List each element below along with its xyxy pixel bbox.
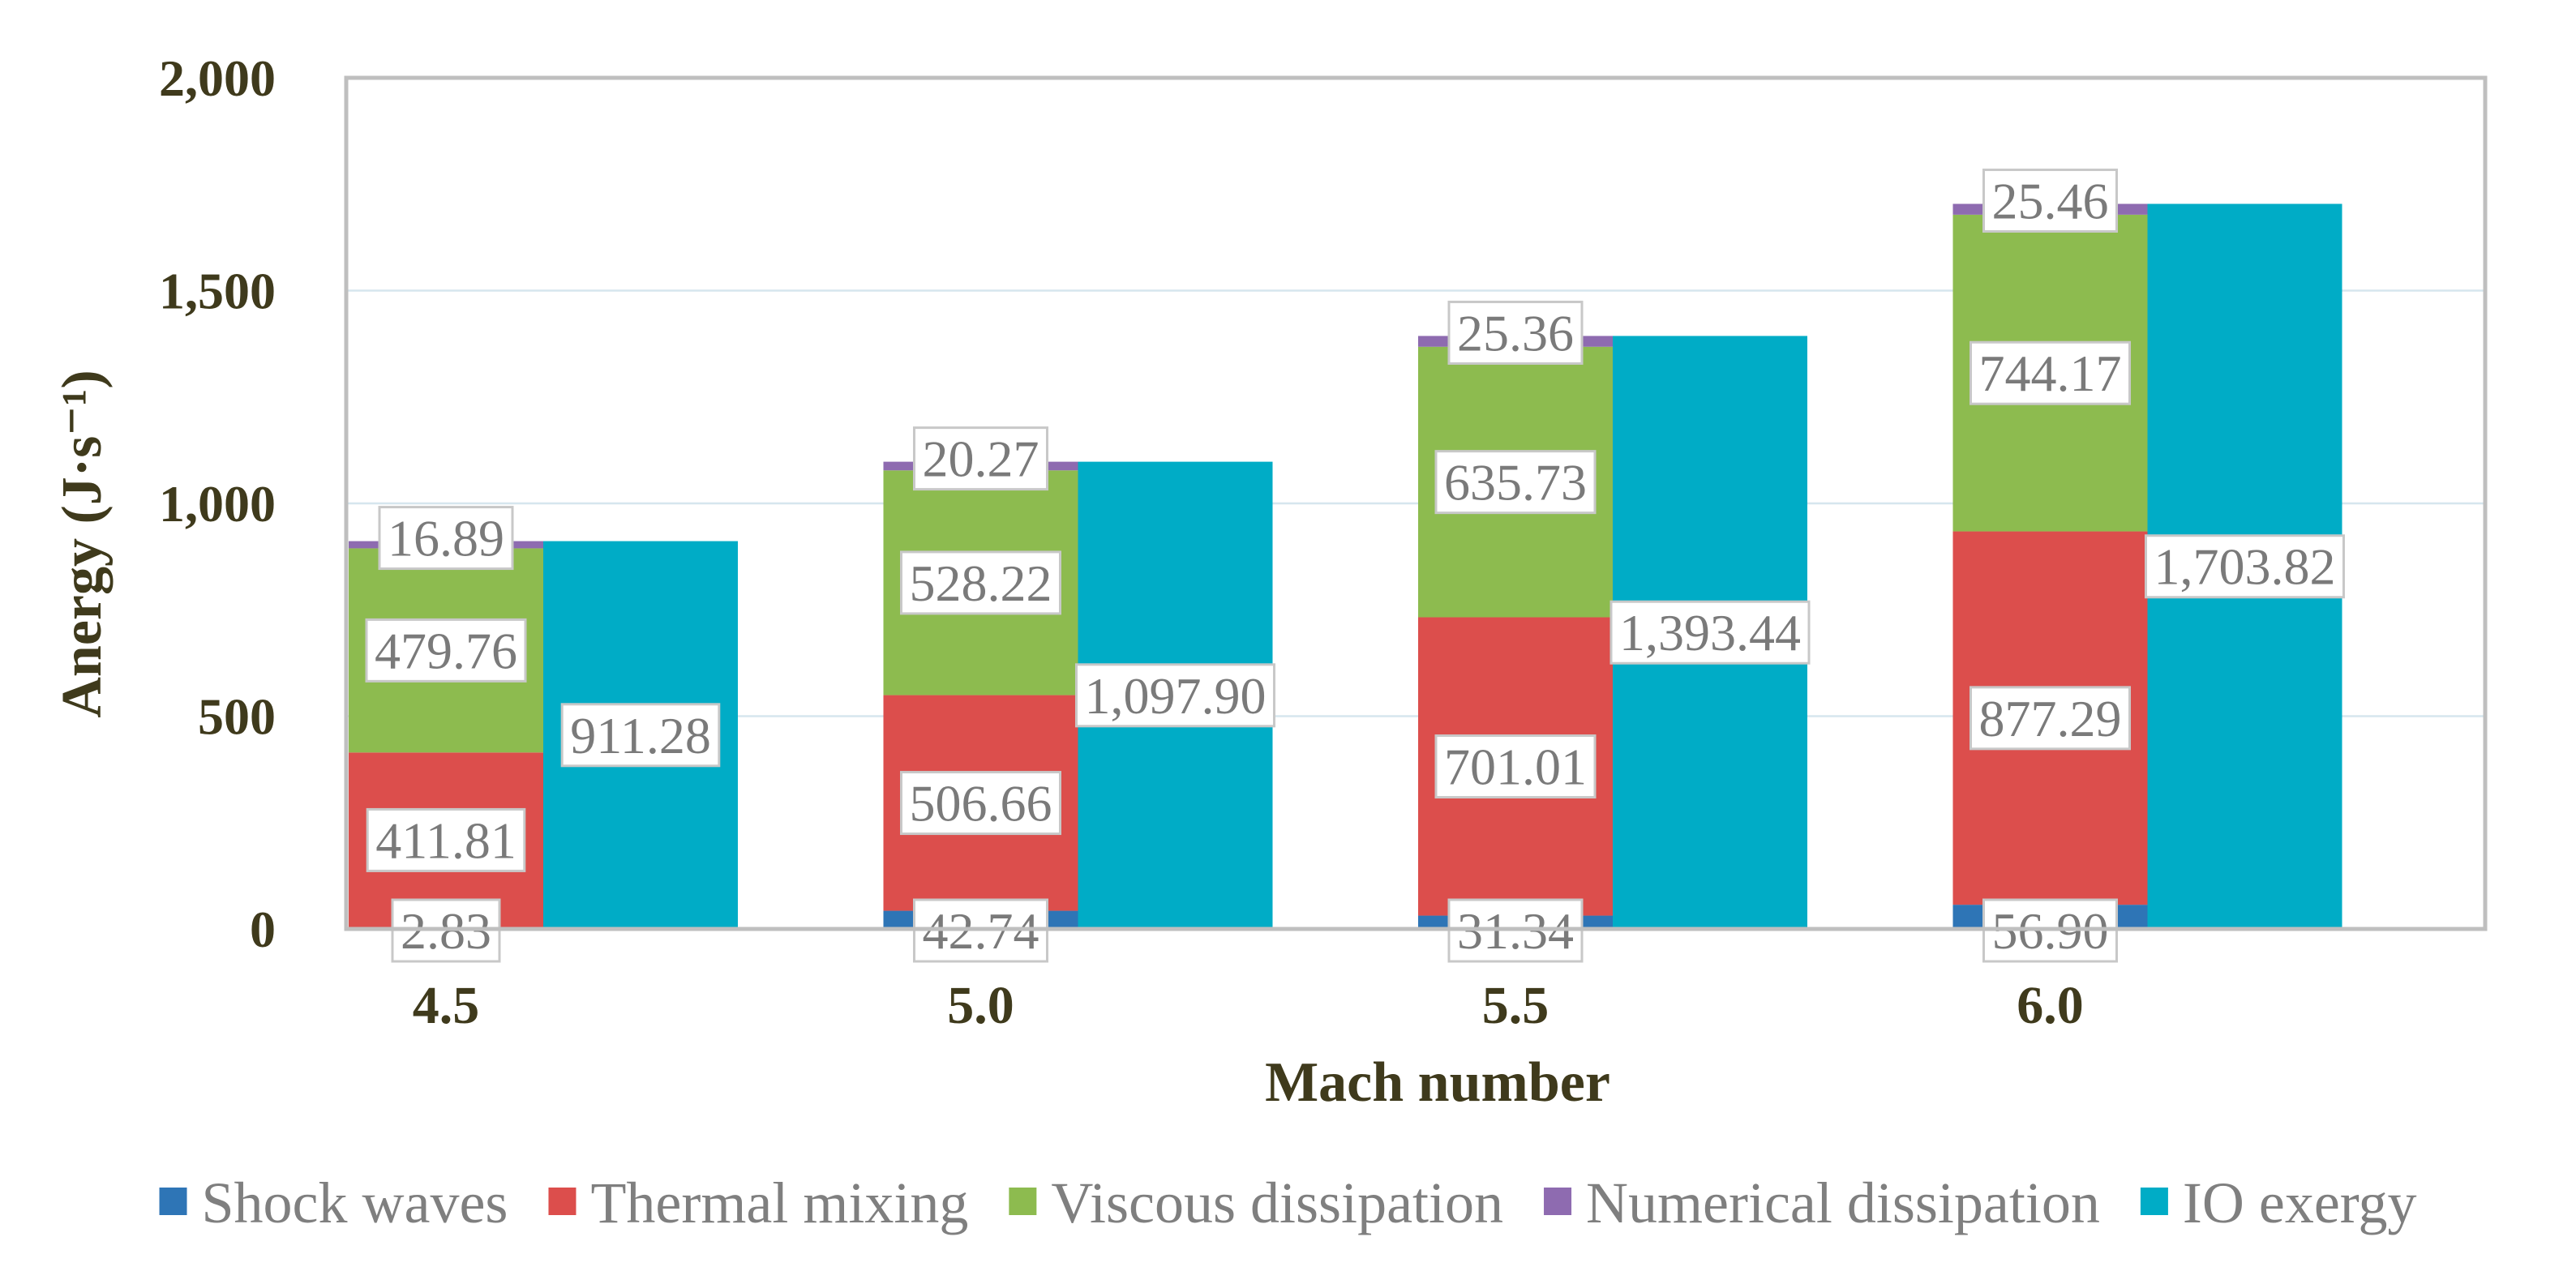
label-thermal-mixing-5-5: 701.01 (1434, 734, 1597, 799)
data-label-box (1075, 663, 1275, 728)
label-numerical-dissipation-6-0: 25.46 (1982, 168, 2118, 233)
x-tick-label: 5.5 (1482, 976, 1549, 1035)
legend-item-io-exergy: IO exergy (2140, 1171, 2417, 1235)
label-numerical-dissipation-5-5: 25.36 (1447, 300, 1584, 365)
data-label-box (1434, 734, 1597, 799)
y-tick-labels: 0 500 1,000 1,500 2,000 (159, 49, 276, 958)
data-label-box (1970, 686, 2131, 751)
legend-label: IO exergy (2183, 1171, 2417, 1235)
legend: Shock waves Thermal mixing Viscous dissipa… (159, 1171, 2417, 1235)
legend-label: Numerical dissipation (1586, 1171, 2100, 1235)
label-thermal-mixing-5-0: 506.66 (900, 771, 1061, 836)
data-label-text: 528.22 (910, 554, 1052, 612)
data-labels: 2.83411.81479.7616.89911.2842.74506.6652… (365, 168, 2345, 963)
data-label-box (1970, 340, 2131, 405)
data-label-text: 701.01 (1444, 738, 1587, 796)
label-viscous-dissipation-5-0: 528.22 (900, 550, 1061, 615)
x-tick-label: 6.0 (2017, 976, 2084, 1035)
legend-item-viscous-dissipation: Viscous dissipation (1009, 1171, 1503, 1235)
data-label-text: 479.76 (375, 622, 517, 679)
data-label-text: 25.36 (1457, 304, 1574, 362)
plot-frame (344, 75, 2488, 931)
label-io-exergy-6-0: 1,703.82 (2145, 534, 2345, 599)
label-thermal-mixing-4-5: 411.81 (366, 807, 526, 872)
data-label-box (1982, 168, 2118, 233)
legend-label: Viscous dissipation (1051, 1171, 1503, 1235)
legend-swatch (2140, 1188, 2168, 1215)
label-viscous-dissipation-6-0: 744.17 (1970, 340, 2131, 405)
x-tick-labels: 4.5 5.0 5.5 6.0 (413, 976, 2084, 1035)
y-tick-label: 2,000 (159, 49, 276, 107)
data-label-box (1434, 450, 1597, 515)
x-tick-label: 5.0 (947, 976, 1014, 1035)
data-label-text: 877.29 (1979, 690, 2122, 747)
label-viscous-dissipation-4-5: 479.76 (365, 618, 527, 683)
label-io-exergy-4-5: 911.28 (560, 703, 721, 768)
data-label-box (1609, 600, 1811, 665)
data-label-text: 1,097.90 (1085, 667, 1267, 725)
data-label-text: 911.28 (570, 707, 711, 764)
label-io-exergy-5-5: 1,393.44 (1609, 600, 1811, 665)
data-label-box (1447, 300, 1584, 365)
label-viscous-dissipation-5-5: 635.73 (1434, 450, 1597, 515)
y-tick-label: 0 (250, 901, 276, 958)
legend-item-numerical-dissipation: Numerical dissipation (1544, 1171, 2100, 1235)
legend-item-thermal-mixing: Thermal mixing (548, 1171, 968, 1235)
data-label-box (366, 807, 526, 872)
y-axis-title: Anergy (J·s⁻¹) (51, 370, 114, 717)
legend-swatch (1544, 1188, 1572, 1215)
legend-label: Thermal mixing (590, 1171, 968, 1235)
x-tick-label: 4.5 (413, 976, 480, 1035)
data-label-text: 1,393.44 (1619, 604, 1801, 661)
y-tick-label: 1,000 (159, 475, 276, 533)
bars (349, 203, 2342, 930)
data-label-text: 20.27 (923, 430, 1039, 488)
data-label-box (913, 426, 1048, 491)
data-label-text: 506.66 (910, 775, 1052, 832)
data-label-box (378, 506, 514, 571)
label-numerical-dissipation-5-0: 20.27 (913, 426, 1048, 491)
data-label-text: 25.46 (1992, 172, 2109, 229)
data-label-box (560, 703, 721, 768)
data-label-text: 16.89 (388, 510, 504, 567)
y-tick-label: 1,500 (159, 263, 276, 320)
label-io-exergy-5-0: 1,097.90 (1075, 663, 1275, 728)
legend-item-shock-waves: Shock waves (159, 1171, 508, 1235)
data-label-text: 744.17 (1979, 345, 2122, 402)
legend-swatch (1009, 1188, 1037, 1215)
data-label-box (900, 550, 1061, 615)
data-label-box (900, 771, 1061, 836)
data-label-box (365, 618, 527, 683)
legend-swatch (548, 1188, 576, 1215)
data-label-text: 411.81 (375, 811, 516, 869)
label-thermal-mixing-6-0: 877.29 (1970, 686, 2131, 751)
data-label-box (2145, 534, 2345, 599)
data-label-text: 635.73 (1444, 454, 1587, 511)
y-tick-label: 500 (198, 688, 276, 746)
label-numerical-dissipation-4-5: 16.89 (378, 506, 514, 571)
legend-label: Shock waves (202, 1171, 508, 1235)
data-label-text: 1,703.82 (2154, 538, 2336, 596)
x-axis-title: Mach number (1265, 1051, 1610, 1114)
legend-swatch (159, 1188, 187, 1215)
